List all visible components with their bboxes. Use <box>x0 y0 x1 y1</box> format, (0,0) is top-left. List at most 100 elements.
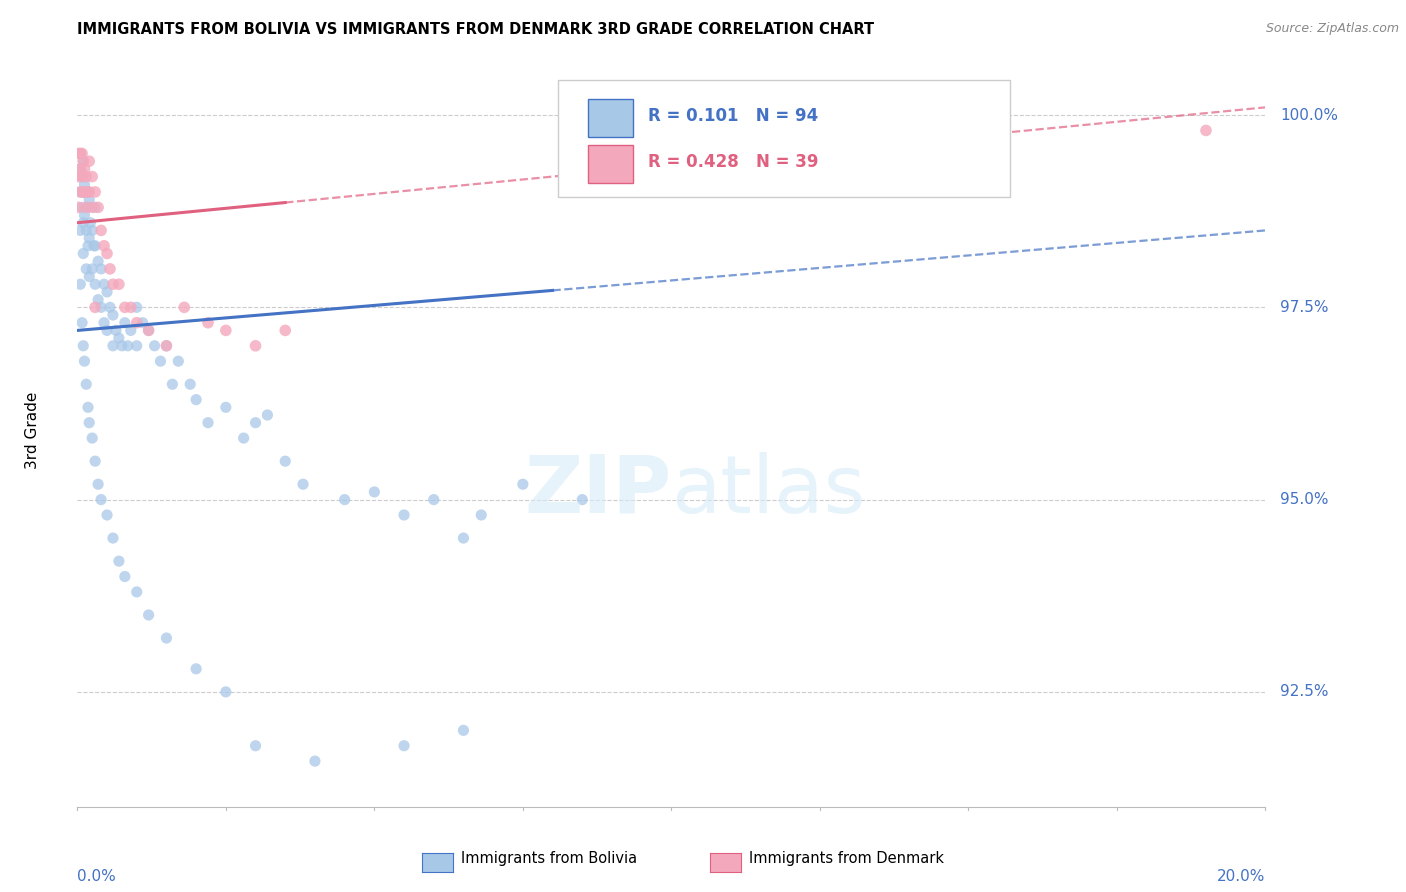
Bar <box>588 145 633 183</box>
Point <box>93 239 115 253</box>
Point <box>87 254 110 268</box>
Point <box>274 323 297 337</box>
Point <box>96 246 118 260</box>
Point <box>392 739 415 753</box>
Point <box>67 146 90 161</box>
Point <box>101 308 124 322</box>
Point <box>96 285 118 299</box>
Point <box>82 261 104 276</box>
Point <box>120 301 142 315</box>
Point <box>73 161 96 176</box>
Point <box>114 569 136 583</box>
Point <box>79 216 101 230</box>
Point <box>72 339 94 353</box>
Point <box>77 185 100 199</box>
Text: R = 0.101   N = 94: R = 0.101 N = 94 <box>648 107 818 126</box>
Point <box>274 454 297 468</box>
Point <box>114 301 136 315</box>
Point <box>87 477 110 491</box>
Point <box>72 154 94 169</box>
Point <box>98 261 121 276</box>
Text: 100.0%: 100.0% <box>1281 108 1339 122</box>
Point <box>131 316 153 330</box>
Point <box>392 508 415 522</box>
Point <box>162 377 184 392</box>
Point <box>453 531 475 545</box>
Point <box>77 401 100 415</box>
Point <box>470 508 492 522</box>
Point <box>173 301 195 315</box>
Point <box>77 231 100 245</box>
Point <box>304 754 326 768</box>
Point <box>96 508 118 522</box>
Point <box>512 477 534 491</box>
Text: 97.5%: 97.5% <box>1281 300 1329 315</box>
Point <box>73 208 96 222</box>
Point <box>72 185 94 199</box>
Point <box>77 239 100 253</box>
Point <box>77 269 100 284</box>
Point <box>143 339 166 353</box>
Point <box>77 185 100 199</box>
Text: atlas: atlas <box>672 451 866 530</box>
Point <box>90 223 112 237</box>
Point <box>72 216 94 230</box>
Text: 20.0%: 20.0% <box>1218 869 1265 884</box>
Text: 3rd Grade: 3rd Grade <box>25 392 39 469</box>
Point <box>155 339 177 353</box>
Text: 92.5%: 92.5% <box>1281 684 1329 699</box>
Point <box>75 169 97 184</box>
Point <box>117 339 139 353</box>
Point <box>70 169 93 184</box>
Point <box>67 200 90 214</box>
Point <box>73 185 96 199</box>
Point <box>155 631 177 645</box>
Text: Immigrants from Denmark: Immigrants from Denmark <box>749 851 945 865</box>
Point <box>197 316 219 330</box>
Text: Immigrants from Bolivia: Immigrants from Bolivia <box>461 851 637 865</box>
Point <box>75 377 97 392</box>
Point <box>70 316 93 330</box>
Point <box>98 301 121 315</box>
Point <box>70 146 93 161</box>
Point <box>84 277 107 292</box>
Text: Source: ZipAtlas.com: Source: ZipAtlas.com <box>1265 22 1399 36</box>
Point <box>245 416 267 430</box>
Point <box>87 200 110 214</box>
Point <box>82 200 104 214</box>
Point <box>149 354 172 368</box>
Point <box>75 200 97 214</box>
Point <box>101 531 124 545</box>
Point <box>245 739 267 753</box>
Point <box>84 185 107 199</box>
Text: 95.0%: 95.0% <box>1281 492 1329 508</box>
Point <box>69 223 91 237</box>
Point <box>75 261 97 276</box>
Point <box>73 354 96 368</box>
Point <box>138 323 160 337</box>
Text: IMMIGRANTS FROM BOLIVIA VS IMMIGRANTS FROM DENMARK 3RD GRADE CORRELATION CHART: IMMIGRANTS FROM BOLIVIA VS IMMIGRANTS FR… <box>77 22 875 37</box>
Point <box>125 301 148 315</box>
Point <box>363 484 385 499</box>
Bar <box>588 99 633 136</box>
Point <box>69 161 91 176</box>
Point <box>215 685 238 699</box>
FancyBboxPatch shape <box>558 80 1010 197</box>
Point <box>333 492 356 507</box>
Point <box>84 200 107 214</box>
Point <box>87 293 110 307</box>
Point <box>82 223 104 237</box>
Point <box>292 477 315 491</box>
Point <box>167 354 190 368</box>
Point <box>138 323 160 337</box>
Point <box>186 662 208 676</box>
Point <box>186 392 208 407</box>
Point <box>70 200 93 214</box>
Point <box>125 339 148 353</box>
Point <box>77 193 100 207</box>
Point <box>101 277 124 292</box>
Point <box>77 200 100 214</box>
Point <box>69 277 91 292</box>
Text: R = 0.428   N = 39: R = 0.428 N = 39 <box>648 153 818 171</box>
Point <box>1195 123 1218 137</box>
